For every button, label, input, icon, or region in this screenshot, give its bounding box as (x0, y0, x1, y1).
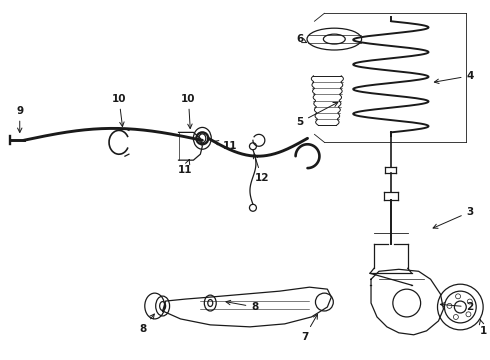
Text: 8: 8 (226, 300, 259, 312)
Text: 11: 11 (178, 159, 193, 175)
Text: 5: 5 (296, 102, 338, 127)
Text: 10: 10 (181, 94, 196, 129)
Text: 6: 6 (296, 34, 307, 44)
Text: 11: 11 (214, 140, 237, 151)
Text: 7: 7 (301, 314, 318, 342)
Text: 9: 9 (16, 105, 24, 132)
Text: 1: 1 (479, 320, 487, 336)
Text: 4: 4 (434, 71, 474, 84)
Text: 2: 2 (441, 302, 474, 312)
Text: 3: 3 (433, 207, 474, 228)
Text: 8: 8 (139, 314, 154, 334)
Text: 10: 10 (112, 94, 126, 127)
Text: 12: 12 (253, 154, 269, 183)
